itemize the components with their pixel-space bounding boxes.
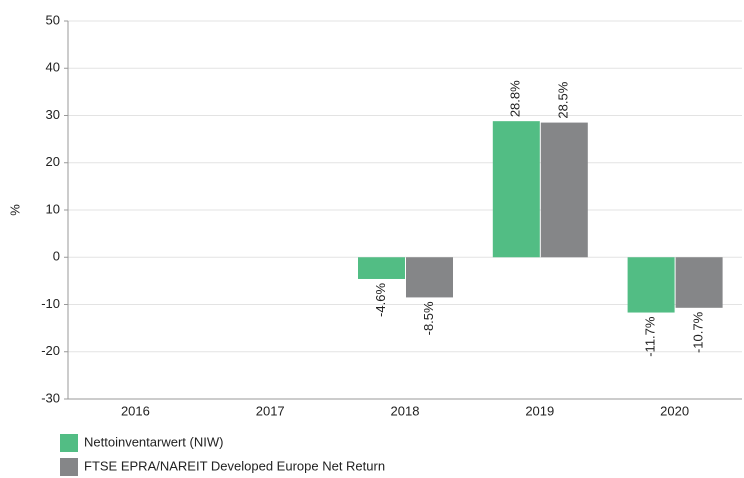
y-axis-label: %: [7, 204, 22, 216]
x-tick-label: 2017: [256, 403, 285, 418]
value-label: -10.7%: [691, 311, 706, 353]
y-tick-label: 10: [46, 201, 60, 216]
legend-label: FTSE EPRA/NAREIT Developed Europe Net Re…: [84, 458, 385, 473]
bar: [492, 121, 540, 258]
x-tick-label: 2020: [660, 403, 689, 418]
y-tick-label: 40: [46, 60, 60, 75]
y-tick-label: 0: [53, 249, 60, 264]
y-tick-label: -20: [41, 343, 60, 358]
bar: [627, 257, 675, 313]
value-label: -11.7%: [643, 316, 658, 357]
y-tick-label: 20: [46, 154, 60, 169]
bar: [675, 257, 723, 308]
value-label: 28.8%: [508, 80, 523, 117]
x-tick-label: 2019: [525, 403, 554, 418]
value-label: -8.5%: [421, 301, 436, 335]
legend-swatch: [60, 458, 78, 476]
y-tick-label: -10: [41, 296, 60, 311]
legend-swatch: [60, 434, 78, 452]
bar: [540, 122, 588, 258]
y-tick-label: -30: [41, 390, 60, 405]
x-tick-label: 2016: [121, 403, 150, 418]
y-tick-label: 30: [46, 107, 60, 122]
bar: [358, 257, 405, 279]
x-tick-label: 2018: [391, 403, 420, 418]
value-label: -4.6%: [373, 283, 388, 317]
bar: [406, 257, 453, 298]
y-tick-label: 50: [46, 12, 60, 27]
legend-label: Nettoinventarwert (NIW): [84, 434, 223, 449]
value-label: 28.5%: [556, 81, 571, 118]
